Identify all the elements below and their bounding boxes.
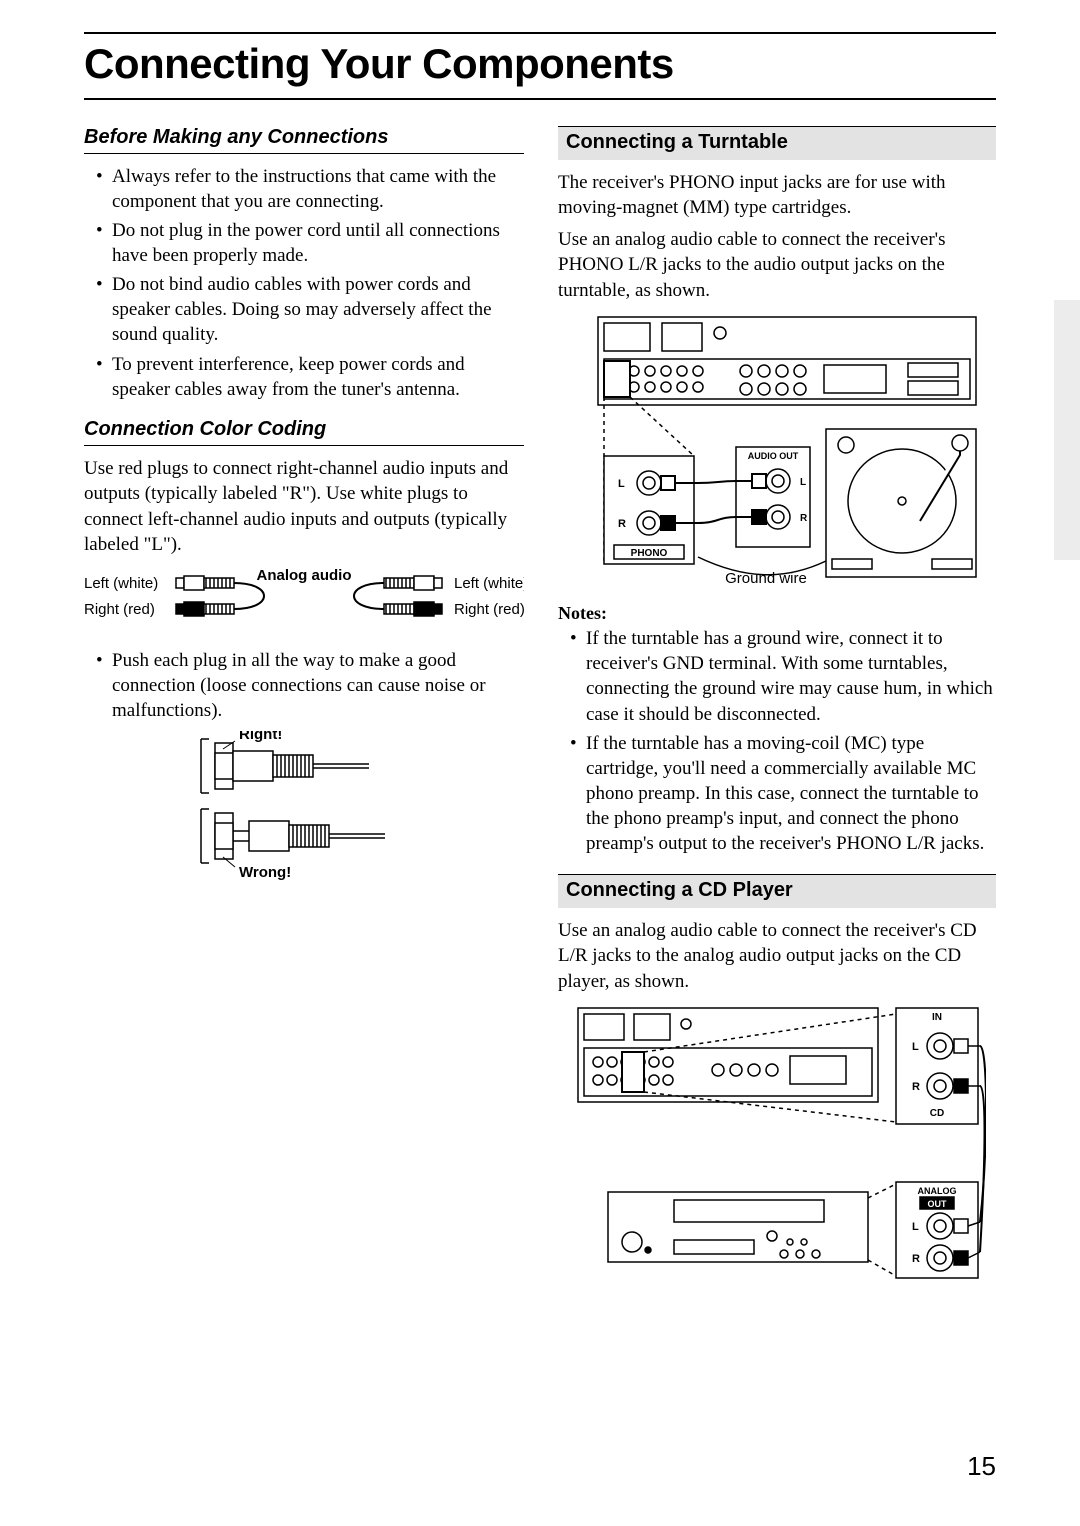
list-item: Push each plug in all the way to make a … — [96, 648, 524, 723]
side-tab-marker — [1054, 300, 1080, 560]
label-analog-audio: Analog audio — [257, 567, 352, 584]
page-number: 15 — [967, 1451, 996, 1482]
list-item: If the turntable has a moving-coil (MC) … — [570, 731, 996, 856]
plug-insertion-diagram: Right! Wrong! — [199, 731, 409, 881]
label-left-white: Left (white) — [454, 575, 524, 592]
heading-before-connections: Before Making any Connections — [84, 126, 524, 154]
notes-list: If the turntable has a ground wire, conn… — [558, 626, 996, 856]
turntable-connection-diagram: L R PHONO AUDIO OUT L R — [568, 311, 986, 591]
label-audio-out: AUDIO OUT — [748, 451, 799, 461]
label-cd: CD — [930, 1108, 944, 1119]
heading-connecting-turntable: Connecting a Turntable — [558, 126, 996, 160]
turntable-p1: The receiver's PHONO input jacks are for… — [558, 170, 996, 221]
push-plug-list: Push each plug in all the way to make a … — [84, 648, 524, 723]
label-left-white: Left (white) — [84, 575, 158, 592]
list-item: If the turntable has a ground wire, conn… — [570, 626, 996, 726]
list-item: Do not bind audio cables with power cord… — [96, 272, 524, 347]
label-r: R — [912, 1081, 920, 1093]
label-right-red: Right (red) — [454, 601, 524, 618]
color-coding-paragraph: Use red plugs to connect right-channel a… — [84, 456, 524, 558]
label-r: R — [618, 518, 626, 530]
label-l: L — [912, 1041, 919, 1053]
page-title: Connecting Your Components — [84, 32, 996, 100]
label-right: Right! — [239, 731, 282, 743]
heading-connecting-cd: Connecting a CD Player — [558, 874, 996, 908]
manual-page: Connecting Your Components Before Making… — [0, 0, 1080, 1526]
label-out: OUT — [928, 1199, 948, 1209]
label-ground-wire: Ground wire — [725, 570, 807, 587]
label-right-red: Right (red) — [84, 601, 155, 618]
right-column: Connecting a Turntable The receiver's PH… — [558, 120, 996, 1294]
label-l: L — [912, 1221, 919, 1233]
list-item: To prevent interference, keep power cord… — [96, 352, 524, 402]
list-item: Do not plug in the power cord until all … — [96, 218, 524, 268]
label-in: IN — [932, 1012, 942, 1023]
label-l: L — [618, 478, 625, 490]
turntable-p2: Use an analog audio cable to connect the… — [558, 227, 996, 303]
cd-connection-diagram: IN L R CD — [568, 1002, 986, 1282]
label-l: L — [800, 477, 806, 488]
list-item: Always refer to the instructions that ca… — [96, 164, 524, 214]
label-r: R — [912, 1253, 920, 1265]
label-analog: ANALOG — [918, 1186, 957, 1196]
notes-heading: Notes: — [558, 603, 996, 624]
heading-color-coding: Connection Color Coding — [84, 418, 524, 446]
label-r: R — [800, 513, 808, 524]
analog-cable-diagram: Left (white) Right (red) Left (white) Ri… — [84, 566, 524, 636]
cd-paragraph: Use an analog audio cable to connect the… — [558, 918, 996, 994]
label-wrong: Wrong! — [239, 864, 291, 881]
left-column: Before Making any Connections Always ref… — [84, 120, 524, 1294]
two-column-layout: Before Making any Connections Always ref… — [84, 120, 996, 1294]
before-connections-list: Always refer to the instructions that ca… — [84, 164, 524, 402]
label-phono: PHONO — [631, 548, 668, 559]
